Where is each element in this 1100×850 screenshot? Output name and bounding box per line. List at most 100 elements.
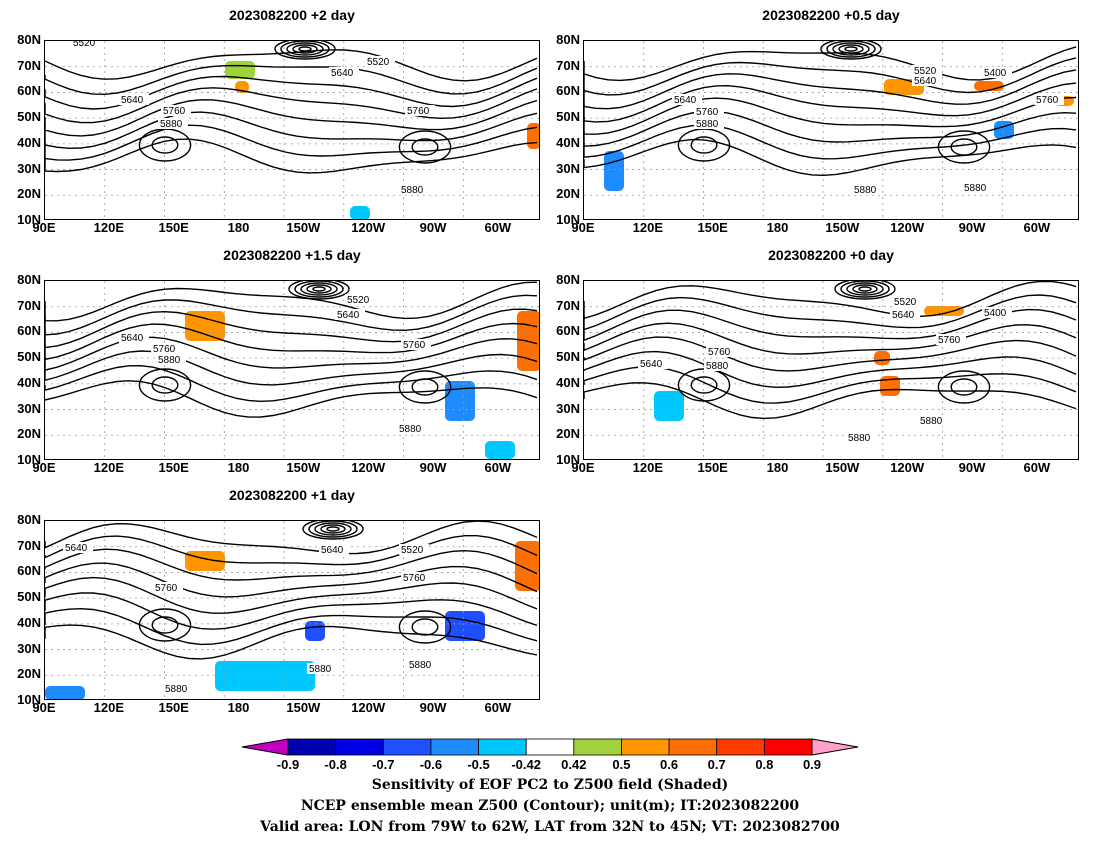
contour-label: 5760	[708, 347, 731, 358]
contour-label: 5640	[121, 333, 144, 344]
contour-label: 5640	[914, 76, 937, 87]
lat-tick-label: 60N	[17, 563, 41, 579]
lon-tick-label: 120W	[890, 220, 925, 235]
contour-label: 5760	[938, 335, 961, 346]
lon-tick-label: 120E	[632, 460, 664, 475]
lat-tick-label: 40N	[556, 134, 580, 150]
lon-tick-label: 120E	[93, 460, 125, 475]
map-canvas: 5640 5640 5520 5760 5760 5880 5880 5880	[45, 521, 539, 699]
lon-tick-label: 90E	[32, 220, 56, 235]
footer-line-2: NCEP ensemble mean Z500 (Contour); unit(…	[300, 798, 800, 814]
colorbar-tick-label: 0.7	[707, 757, 726, 772]
map-canvas: 5520 5520 5640 5640 5760 5760 5880 5880	[45, 41, 539, 219]
lon-tick-label: 60W	[484, 220, 512, 235]
lat-tick-label: 50N	[17, 109, 41, 125]
lon-tick-label: 90W	[419, 460, 447, 475]
contour-label: 5640	[121, 95, 144, 106]
lon-tick-label: 150E	[158, 460, 189, 475]
lon-tick-label: 120E	[632, 220, 664, 235]
lon-tick-label: 150E	[158, 700, 189, 715]
colorbar-segment	[241, 738, 289, 756]
lon-tick-label: 90W	[958, 220, 986, 235]
sensitivity-shading	[485, 441, 515, 459]
contour-label: 5520	[914, 66, 937, 77]
colorbar-segment	[335, 738, 384, 756]
lat-tick-label: 20N	[17, 666, 41, 682]
lat-tick-label: 20N	[17, 186, 41, 202]
colorbar-tick-label: 0.6	[660, 757, 679, 772]
lon-tick-label: 60W	[484, 460, 512, 475]
colorbar-segment	[430, 738, 479, 756]
colorbar	[241, 738, 859, 756]
sensitivity-shading	[527, 123, 539, 149]
lat-tick-label: 30N	[17, 160, 41, 176]
panel-title-2: 2023082200 +0.5 day	[762, 7, 900, 23]
contour-label: 5520	[367, 57, 390, 68]
lat-tick-label: 20N	[556, 426, 580, 442]
lat-tick-label: 40N	[556, 374, 580, 390]
colorbar-tick-label: 0.5	[612, 757, 631, 772]
colorbar-tick-label: 0.8	[755, 757, 774, 772]
colorbar-tick-label: 0.9	[802, 757, 822, 772]
lat-tick-label: 70N	[556, 297, 580, 313]
lon-tick-label: 120W	[351, 220, 386, 235]
contour-label: 5760	[403, 573, 426, 584]
contour-label: 5640	[674, 95, 697, 106]
lon-tick-label: 90E	[571, 220, 595, 235]
sensitivity-shading	[45, 686, 85, 699]
sensitivity-shading	[215, 661, 315, 691]
lon-tick-label: 120W	[351, 460, 386, 475]
contour-label: 5760	[407, 106, 430, 117]
colorbar-segment	[287, 738, 337, 756]
lon-tick-label: 60W	[1023, 220, 1051, 235]
sensitivity-shading	[654, 391, 684, 421]
lon-tick-label: 120E	[93, 220, 125, 235]
contour-label: 5760	[1036, 95, 1059, 106]
sensitivity-shading	[185, 311, 225, 341]
contour-label: 5640	[321, 545, 344, 556]
colorbar-segment	[763, 738, 813, 756]
colorbar-segment	[478, 738, 527, 756]
footer-line-3: Valid area: LON from 79W to 62W, LAT fro…	[260, 819, 840, 835]
lon-tick-label: 180	[766, 460, 789, 475]
panel-title-4: 2023082200 +0 day	[768, 247, 894, 263]
panel-title-1: 2023082200 +2 day	[229, 7, 355, 23]
lon-tick-label: 60W	[484, 700, 512, 715]
lat-tick-label: 20N	[17, 426, 41, 442]
colorbar-segment	[621, 738, 670, 756]
lon-tick-label: 150W	[825, 460, 860, 475]
contour-label: 5880	[309, 664, 332, 675]
lon-tick-label: 90W	[419, 220, 447, 235]
panel-title-3: 2023082200 +1.5 day	[223, 247, 361, 263]
colorbar-segment	[668, 738, 718, 756]
lon-tick-label: 150W	[286, 700, 321, 715]
colorbar-segment	[811, 738, 859, 756]
contour-label: 5760	[155, 583, 178, 594]
contour-label: 5640	[337, 310, 360, 321]
lon-tick-label: 180	[766, 220, 789, 235]
contour-label: 5880	[158, 355, 181, 366]
contour-label: 5880	[696, 119, 719, 130]
lat-tick-label: 80N	[556, 272, 580, 287]
contour-label: 5880	[399, 424, 422, 435]
lat-tick-label: 60N	[556, 83, 580, 99]
map-panel-5: 5640 5640 5520 5760 5760 5880 5880 5880	[44, 520, 540, 700]
lon-tick-label: 90E	[32, 700, 56, 715]
contour-label: 5880	[854, 185, 877, 196]
contour-label: 5880	[401, 185, 424, 196]
lat-tick-label: 70N	[17, 57, 41, 73]
contour-label: 5520	[347, 295, 370, 306]
contour-label: 5880	[165, 684, 188, 695]
lat-tick-label: 50N	[17, 349, 41, 365]
lat-tick-label: 30N	[556, 400, 580, 416]
colorbar-tick-label: -0.8	[324, 757, 347, 772]
colorbar-tick-label: -0.6	[419, 757, 443, 772]
lat-tick-label: 60N	[17, 323, 41, 339]
lat-tick-label: 30N	[17, 400, 41, 416]
contour-label: 5880	[706, 361, 729, 372]
contour-label: 5400	[984, 308, 1007, 319]
colorbar-segment	[716, 738, 765, 756]
lon-tick-label: 150W	[286, 460, 321, 475]
